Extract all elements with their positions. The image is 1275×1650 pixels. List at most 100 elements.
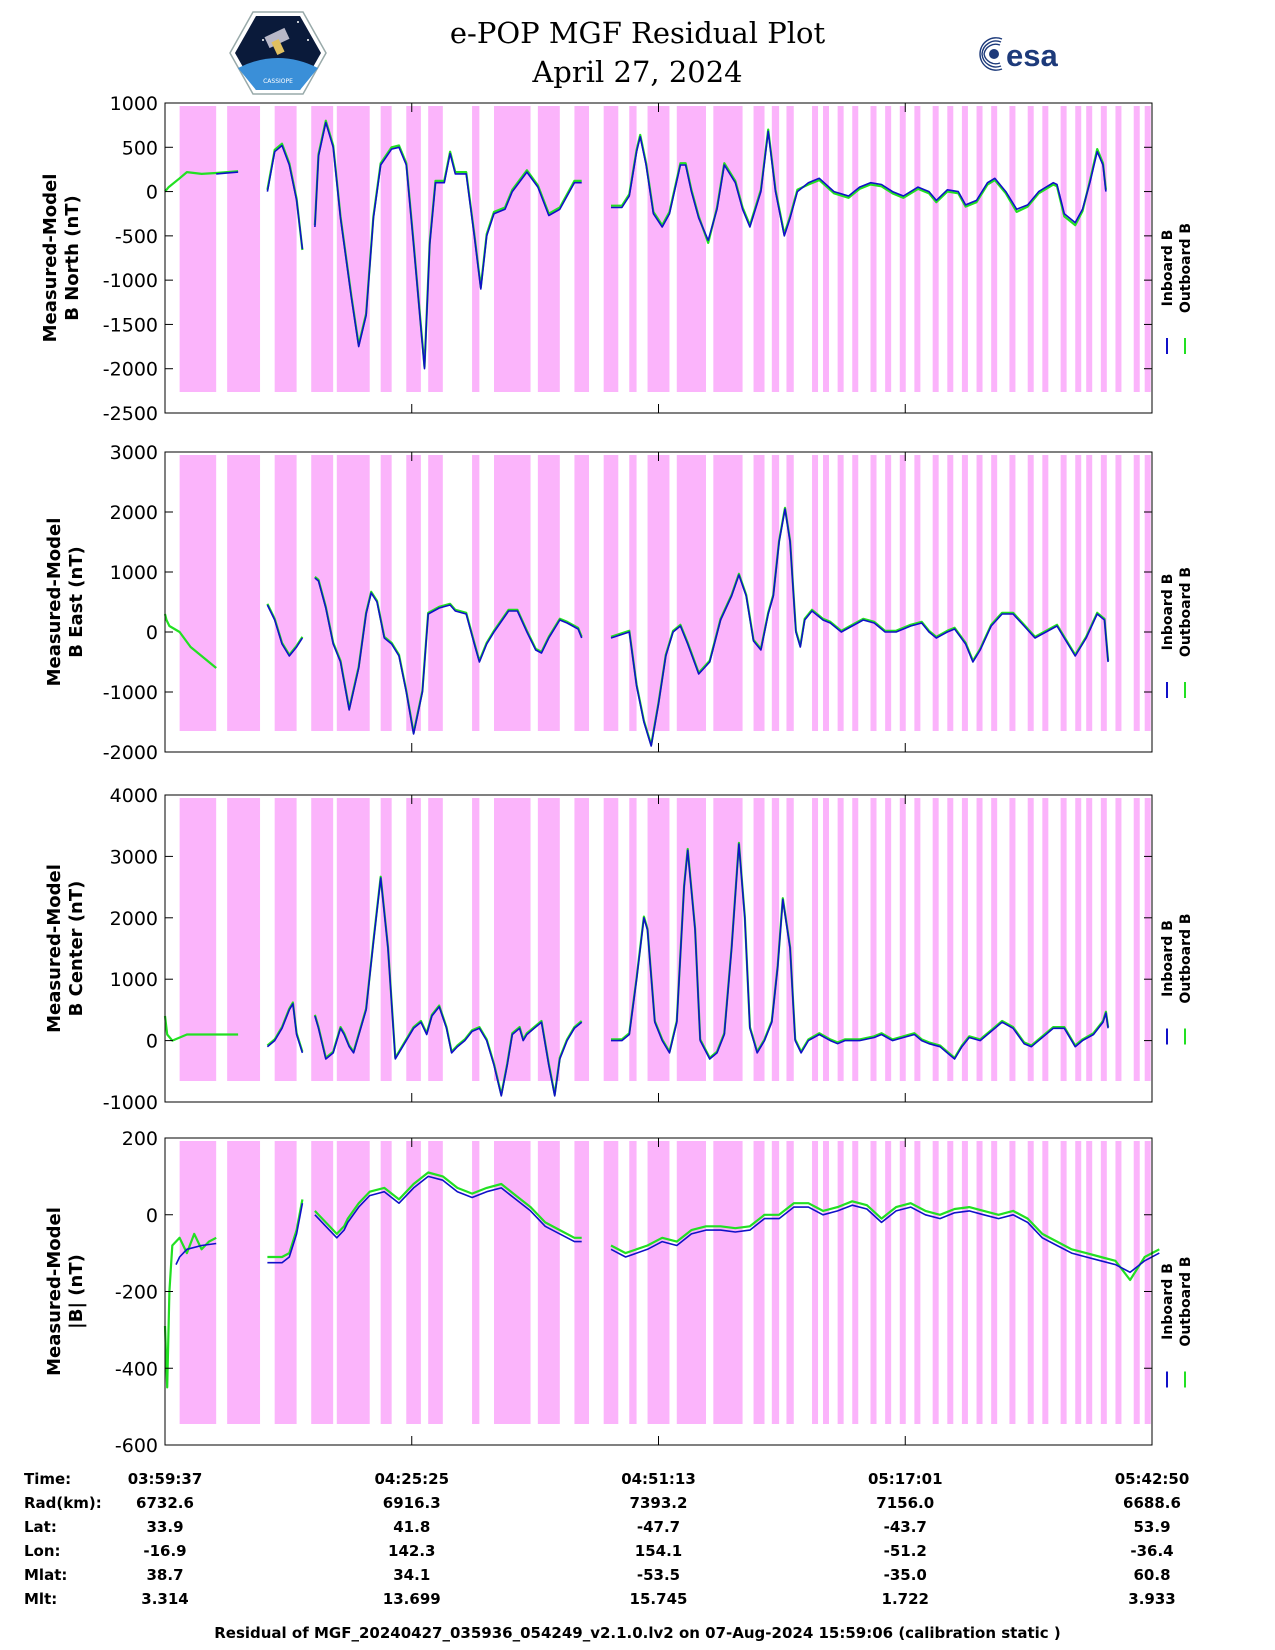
shaded-gap (380, 1141, 392, 1424)
shaded-gap (428, 798, 443, 1081)
shaded-gap (537, 455, 560, 731)
shaded-gap (179, 455, 217, 731)
y-tick-label: 1000 (110, 93, 158, 115)
y-tick-label: -400 (115, 1358, 158, 1380)
y-axis-label-line1: Measured-Model (40, 174, 61, 343)
y-axis-label-line2: |B| (nT) (66, 1254, 87, 1329)
shaded-gap (1086, 455, 1093, 731)
shaded-gap (647, 1141, 670, 1424)
shaded-gap (227, 1141, 261, 1424)
shaded-gap (914, 106, 921, 392)
y-tick-label: -1000 (103, 270, 158, 292)
y-tick-label: 200 (122, 1128, 158, 1150)
shaded-gap (629, 1141, 637, 1424)
shaded-gap (823, 455, 829, 731)
shaded-gap (932, 798, 939, 1081)
inboard-series-line (314, 877, 583, 1097)
legend-inboard-label: Inboard B (1160, 574, 1176, 651)
shaded-gap (976, 1141, 983, 1424)
shaded-gap (786, 455, 794, 731)
shaded-gap (1133, 455, 1140, 731)
outboard-series-line (163, 1015, 239, 1042)
shaded-gap (574, 798, 590, 1081)
shaded-gap (961, 106, 968, 392)
shaded-gap (472, 798, 480, 1081)
inboard-series-line (267, 1203, 304, 1264)
shaded-gap (885, 1141, 892, 1424)
y-tick-label: -1000 (103, 1092, 158, 1114)
y-axis-label: Measured-ModelB East (nT) (44, 518, 87, 687)
panel-4: 200 0 -200 -400 -600 Measured-Model|B| (nT) In… (44, 1128, 1194, 1457)
shaded-gap (1115, 455, 1122, 731)
shaded-gap (647, 455, 670, 731)
esa-logo-text: esa (1006, 38, 1058, 73)
y-tick-label: 3000 (110, 442, 158, 464)
y-tick-label: 1000 (110, 969, 158, 991)
shaded-gap (311, 1141, 334, 1424)
shaded-gap (899, 1141, 906, 1424)
shaded-gap (676, 1141, 707, 1424)
shaded-gap (812, 455, 819, 731)
shaded-gap (1075, 106, 1082, 392)
shaded-gap (537, 1141, 560, 1424)
shaded-gap (428, 106, 443, 392)
shaded-gap (1086, 798, 1093, 1081)
shaded-gap (494, 455, 531, 731)
shaded-gap (713, 798, 743, 1081)
inboard-series-line (611, 130, 1107, 242)
shaded-gap (991, 798, 998, 1081)
y-tick-label: -2000 (103, 742, 158, 764)
shaded-gap (1133, 798, 1140, 1081)
shaded-gap (870, 106, 877, 392)
y-axis-label-line2: B North (nT) (62, 195, 83, 321)
y-tick-label: -600 (115, 1435, 158, 1457)
shaded-gap (713, 1141, 743, 1424)
shaded-gap (1027, 455, 1034, 731)
shaded-gap (603, 455, 619, 731)
panel-1: 1000 500 0 -500 -1000 -1500 -2000 -2500 Measured… (40, 93, 1194, 425)
shaded-gap (786, 1141, 794, 1424)
shaded-gap (870, 798, 877, 1081)
shaded-gap (914, 455, 921, 731)
shaded-gap (472, 455, 480, 731)
shaded-gap (274, 798, 297, 1081)
shaded-gap (771, 455, 780, 731)
shaded-gap (1075, 1141, 1082, 1424)
y-tick-label: -1000 (103, 682, 158, 704)
shaded-gap (870, 455, 877, 731)
shaded-gap (837, 455, 844, 731)
shaded-gap (976, 455, 983, 731)
shaded-gap (1100, 798, 1107, 1081)
shaded-gap (336, 106, 370, 392)
shaded-gap (629, 106, 637, 392)
shaded-gap (179, 106, 217, 392)
shaded-gap (713, 455, 743, 731)
shaded-gap (1042, 106, 1049, 392)
shaded-gap (311, 798, 334, 1081)
shaded-gap (1042, 798, 1049, 1081)
shaded-gap (336, 798, 370, 1081)
shaded-gap (537, 106, 560, 392)
y-axis-label-line1: Measured-Model (44, 1207, 65, 1376)
shaded-gap (753, 798, 765, 1081)
shaded-gap (753, 1141, 765, 1424)
shaded-gap (1144, 455, 1151, 731)
legend-inboard-label: Inboard B (1160, 1263, 1176, 1340)
shaded-gap (227, 798, 261, 1081)
shaded-gap (1042, 455, 1049, 731)
inboard-series-line (611, 843, 1109, 1060)
inboard-series-line (266, 604, 304, 657)
y-axis-label: Measured-ModelB Center (nT) (44, 864, 87, 1033)
legend-outboard-label: Outboard B (1178, 913, 1194, 1003)
shaded-gap (227, 106, 261, 392)
shaded-gap (574, 455, 590, 731)
shaded-gap (629, 455, 637, 731)
shaded-gap (1009, 798, 1016, 1081)
legend-outboard-label: Outboard B (1178, 567, 1194, 657)
y-tick-label: 2000 (110, 502, 158, 524)
shaded-gap (823, 798, 829, 1081)
shaded-gap (574, 1141, 590, 1424)
shaded-gap (1027, 798, 1034, 1081)
shaded-gap (1100, 455, 1107, 731)
shaded-gap (932, 1141, 939, 1424)
